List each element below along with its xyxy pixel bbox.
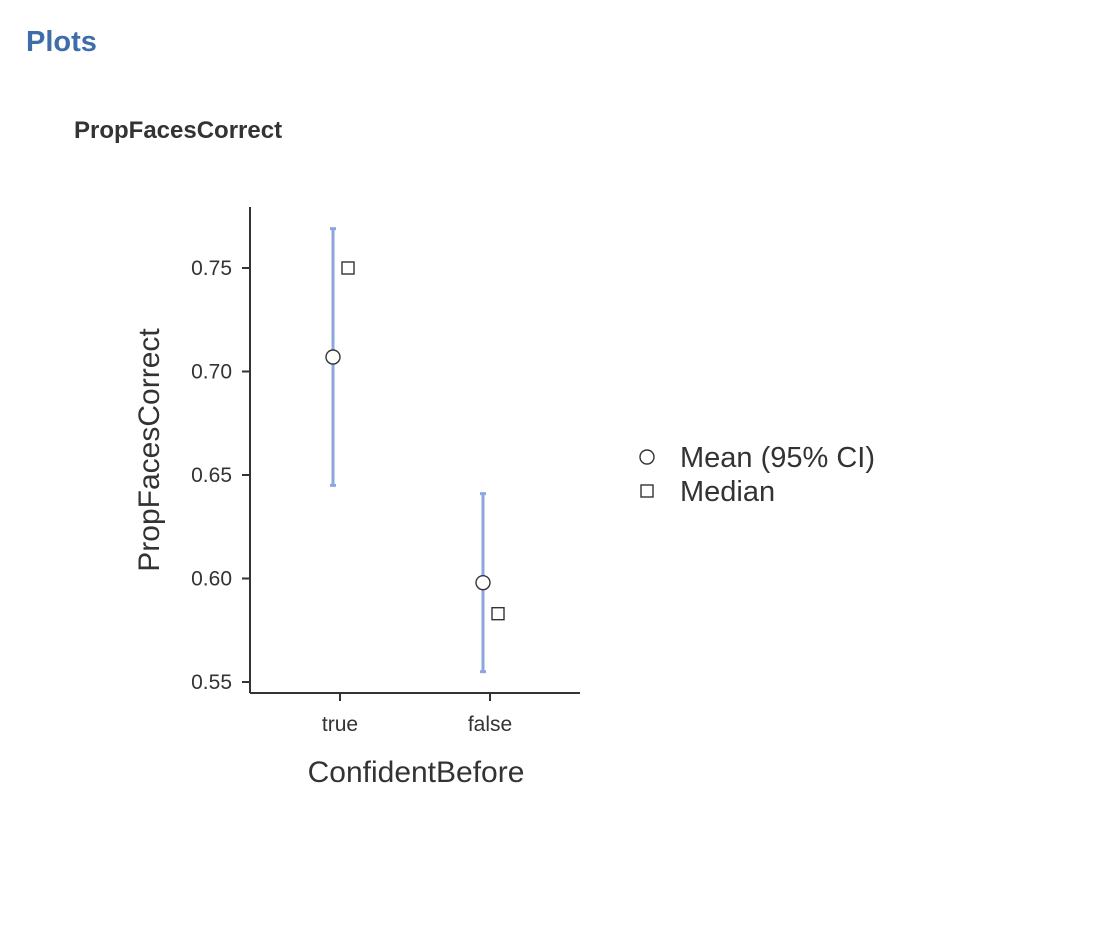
axes xyxy=(249,207,580,694)
y-tick-label: 0.65 xyxy=(191,464,232,487)
x-tick-label: false xyxy=(468,713,512,736)
legend: Mean (95% CI)Median xyxy=(639,442,875,508)
y-tick-label: 0.70 xyxy=(191,361,232,384)
plot-title: PropFacesCorrect xyxy=(74,117,283,144)
legend-key-mean xyxy=(639,449,655,465)
mean-point xyxy=(325,349,341,365)
x-tick-label: true xyxy=(322,713,358,736)
median-point xyxy=(341,261,355,275)
y-axis-ticks: 0.55 0.60 0.65 0.70 0.75 xyxy=(191,257,250,694)
mean-point xyxy=(475,574,491,591)
x-axis-title: ConfidentBefore xyxy=(308,756,525,789)
legend-label: Median xyxy=(680,476,775,508)
y-tick-label: 0.60 xyxy=(191,568,232,591)
legend-key-median xyxy=(640,484,654,498)
y-tick-label: 0.75 xyxy=(191,257,232,280)
section-heading: Plots xyxy=(26,26,97,58)
y-tick-label: 0.55 xyxy=(191,671,232,694)
y-axis-title: PropFacesCorrect xyxy=(133,328,166,572)
median-point xyxy=(491,606,505,621)
legend-label: Mean (95% CI) xyxy=(680,442,875,474)
x-axis-ticks: true false xyxy=(322,693,512,736)
plot-marks xyxy=(325,227,505,674)
